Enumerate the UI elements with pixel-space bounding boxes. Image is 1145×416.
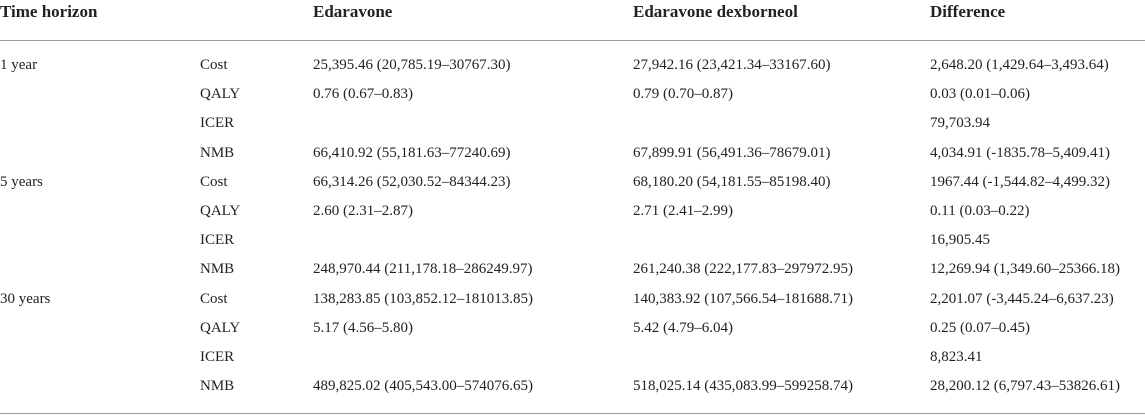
value-cell: 138,283.85 (103,852.12–181013.85) (313, 290, 533, 307)
value-cell: 67,899.91 (56,491.36–78679.01) (633, 144, 831, 161)
value-cell: 2.71 (2.41–2.99) (633, 203, 733, 219)
metric-label: QALY (200, 86, 241, 103)
metric-label: ICER (200, 115, 235, 132)
value-cell: 1967.44 (-1,544.82–4,499.32) (930, 173, 1110, 190)
header-rule (0, 40, 1145, 41)
value-cell: 12,269.94 (1,349.60–25366.18) (930, 261, 1120, 278)
value-cell: 5.17 (4.56–5.80) (313, 319, 413, 336)
value-cell: 27,942.16 (23,421.34–33167.60) (633, 57, 831, 73)
value-cell: 518,025.14 (435,083.99–599258.74) (633, 378, 853, 395)
value-cell: 66,410.92 (55,181.63–77240.69) (313, 144, 511, 161)
metric-label: QALY (200, 319, 241, 336)
value-cell: 2,648.20 (1,429.64–3,493.64) (930, 57, 1109, 73)
bottom-rule (0, 413, 1145, 414)
value-cell: 261,240.38 (222,177.83–297972.95) (633, 261, 853, 278)
value-cell: 248,970.44 (211,178.18–286249.97) (313, 261, 533, 278)
value-cell: 28,200.12 (6,797.43–53826.61) (930, 378, 1120, 395)
column-header: Edaravone dexborneol (633, 2, 798, 21)
value-cell: 68,180.20 (54,181.55–85198.40) (633, 173, 831, 190)
metric-label: ICER (200, 232, 235, 249)
value-cell: 66,314.26 (52,030.52–84344.23) (313, 173, 511, 190)
metric-label: NMB (200, 378, 235, 395)
value-cell: 25,395.46 (20,785.19–30767.30) (313, 57, 511, 73)
time-horizon: 1 year (0, 57, 38, 73)
column-header: Time horizon (0, 2, 98, 21)
metric-label: Cost (200, 290, 228, 307)
value-cell: 8,823.41 (930, 349, 983, 365)
metric-label: NMB (200, 144, 235, 161)
value-cell: 140,383.92 (107,566.54–181688.71) (633, 290, 853, 307)
column-header: Difference (930, 2, 1006, 21)
value-cell: 2.60 (2.31–2.87) (313, 203, 413, 219)
value-cell: 4,034.91 (-1835.78–5,409.41) (930, 144, 1110, 161)
metric-label: NMB (200, 261, 235, 278)
value-cell: 489,825.02 (405,543.00–574076.65) (313, 378, 533, 395)
metric-label: ICER (200, 349, 235, 365)
value-cell: 16,905.45 (930, 232, 990, 249)
metric-label: Cost (200, 57, 228, 73)
value-cell: 79,703.94 (930, 115, 990, 132)
time-horizon: 30 years (0, 290, 51, 307)
value-cell: 0.79 (0.70–0.87) (633, 86, 733, 103)
metric-label: Cost (200, 173, 228, 190)
column-header: Edaravone (313, 2, 393, 21)
value-cell: 0.03 (0.01–0.06) (930, 86, 1030, 103)
time-horizon: 5 years (0, 173, 43, 190)
value-cell: 0.76 (0.67–0.83) (313, 86, 413, 103)
value-cell: 0.25 (0.07–0.45) (930, 319, 1030, 336)
value-cell: 0.11 (0.03–0.22) (930, 203, 1030, 219)
value-cell: 2,201.07 (-3,445.24–6,637.23) (930, 290, 1114, 307)
metric-label: QALY (200, 203, 241, 219)
value-cell: 5.42 (4.79–6.04) (633, 319, 733, 336)
